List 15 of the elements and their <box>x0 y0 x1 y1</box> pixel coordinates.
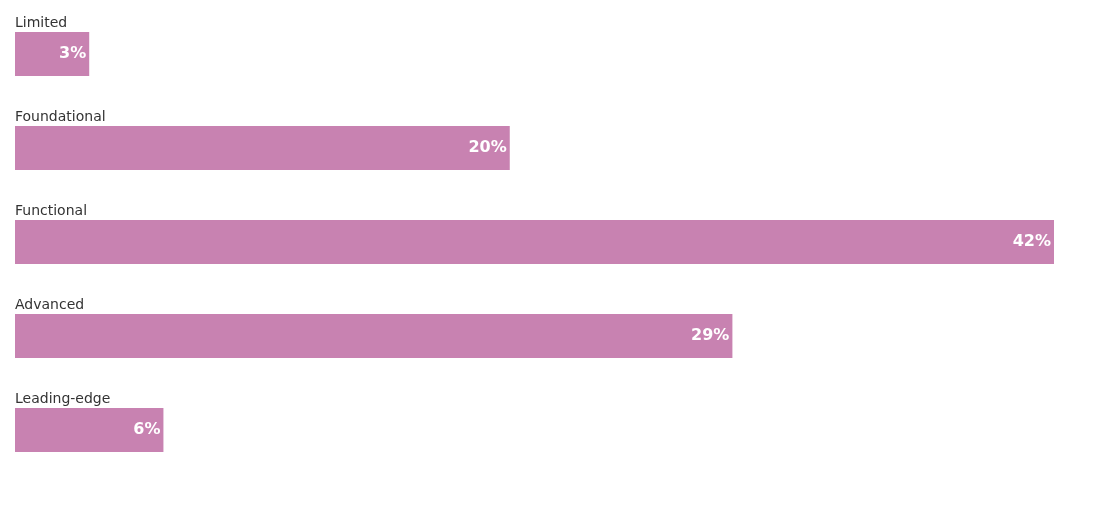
data-label: 3% <box>59 43 87 63</box>
bar <box>15 126 510 170</box>
y-tick-label: Functional <box>15 201 88 218</box>
bar <box>15 32 90 76</box>
data-label: 29% <box>691 325 730 345</box>
data-label: 20% <box>468 137 507 157</box>
bar <box>15 408 164 452</box>
bar <box>15 314 733 358</box>
bar <box>15 220 1054 264</box>
data-label: 42% <box>1012 231 1051 251</box>
y-tick-label: Limited <box>15 13 68 30</box>
data-label: 6% <box>133 419 161 439</box>
y-tick-label: Advanced <box>15 295 85 312</box>
y-tick-label: Foundational <box>15 107 106 124</box>
y-tick-label: Leading-edge <box>15 389 111 406</box>
